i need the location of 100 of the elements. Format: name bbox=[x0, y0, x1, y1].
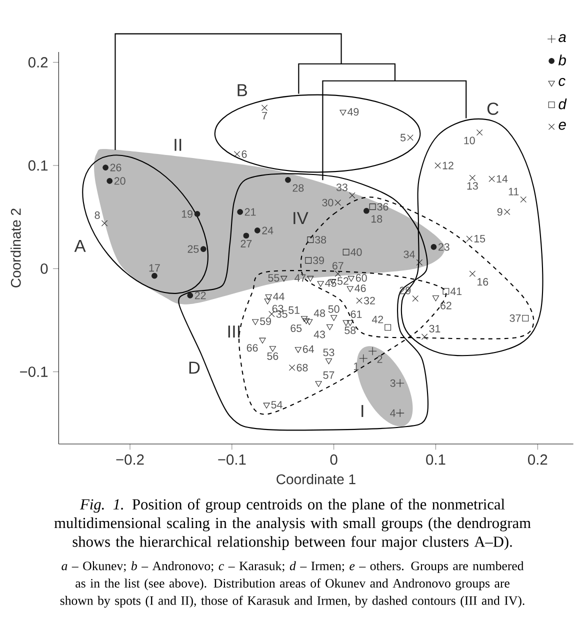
point bbox=[412, 295, 418, 302]
annotation: A bbox=[74, 240, 86, 252]
annotation: 65 bbox=[290, 324, 302, 332]
point bbox=[504, 208, 510, 215]
annotation: 44 bbox=[273, 292, 284, 300]
annotation: 15 bbox=[474, 234, 486, 242]
point bbox=[349, 192, 356, 198]
annotation: 4 bbox=[390, 409, 396, 417]
point bbox=[294, 347, 302, 353]
point bbox=[469, 174, 476, 181]
annotation: 51 bbox=[288, 306, 300, 314]
annotation: 66 bbox=[246, 344, 258, 352]
annotation: 1 bbox=[354, 362, 359, 370]
point bbox=[301, 316, 308, 322]
point bbox=[340, 110, 346, 116]
annotation: 13 bbox=[467, 182, 478, 190]
point bbox=[434, 162, 441, 169]
point bbox=[330, 315, 338, 321]
annotation: 16 bbox=[478, 278, 488, 286]
annotation: 43 bbox=[314, 330, 326, 338]
annotation: 63 bbox=[272, 304, 284, 312]
annotation: 12 bbox=[442, 162, 454, 170]
x-axis-title: Coordinate 1 bbox=[276, 474, 356, 484]
point bbox=[243, 232, 250, 239]
annotation: 52 bbox=[337, 277, 348, 285]
annotation: B bbox=[238, 84, 247, 96]
point bbox=[237, 208, 244, 215]
annotation: 41 bbox=[450, 288, 462, 295]
annotation: 27 bbox=[240, 240, 252, 248]
annotation: 14 bbox=[496, 175, 508, 183]
point bbox=[342, 248, 350, 256]
annotation: 62 bbox=[440, 302, 452, 310]
annotation: 24 bbox=[262, 226, 274, 234]
point bbox=[280, 276, 288, 282]
point bbox=[522, 314, 529, 322]
point bbox=[269, 346, 276, 352]
annotation: 67 bbox=[332, 262, 344, 270]
point bbox=[285, 176, 291, 183]
point bbox=[303, 318, 310, 324]
point bbox=[102, 164, 108, 170]
point bbox=[520, 196, 526, 203]
annotation: 5 bbox=[400, 134, 406, 142]
annotation: 34 bbox=[404, 250, 415, 258]
annotation: 53 bbox=[323, 348, 334, 356]
annotation: 28 bbox=[292, 184, 304, 192]
annotation: II bbox=[174, 138, 182, 151]
legend-label: c bbox=[558, 78, 566, 86]
point bbox=[346, 320, 354, 326]
point bbox=[384, 324, 392, 331]
point bbox=[264, 298, 271, 304]
point bbox=[407, 134, 414, 141]
annotation: 64 bbox=[302, 345, 314, 353]
legend-label: b bbox=[558, 54, 566, 66]
point bbox=[369, 204, 376, 210]
annotation: 59 bbox=[260, 317, 271, 326]
point bbox=[307, 276, 314, 282]
annotation: 58 bbox=[344, 326, 356, 334]
point bbox=[252, 319, 259, 325]
annotation: 35 bbox=[276, 310, 288, 318]
point bbox=[325, 358, 332, 364]
point bbox=[305, 257, 312, 264]
legend-label: a bbox=[558, 34, 566, 42]
legend-label: d bbox=[558, 98, 567, 110]
point bbox=[315, 381, 322, 387]
annotation: 61 bbox=[350, 310, 362, 318]
annotation: 31 bbox=[429, 324, 440, 332]
annotation: 21 bbox=[244, 208, 256, 216]
point bbox=[416, 259, 423, 266]
point bbox=[442, 288, 450, 295]
annotation: 54 bbox=[271, 401, 282, 409]
point bbox=[200, 246, 206, 252]
annotation: 25 bbox=[188, 245, 199, 253]
annotation: IV bbox=[294, 212, 308, 224]
point bbox=[152, 272, 158, 279]
point bbox=[469, 270, 476, 277]
y-tick-label: −0.1 bbox=[20, 366, 48, 377]
annotation: 7 bbox=[262, 112, 267, 120]
x-tick-label: 0.2 bbox=[528, 454, 548, 465]
annotation: III bbox=[228, 326, 240, 338]
text: Fig. 1. Position of group centroids on the plane of the nonmetrical multidimensional scaling in the analysis with small groups (the dendrogram shows the hierarchical relationship between four major clusters A–D). bbox=[54, 498, 531, 550]
annotation: 19 bbox=[182, 210, 192, 218]
annotation: 10 bbox=[464, 136, 475, 144]
annotation: 68 bbox=[296, 364, 308, 372]
annotation: 6 bbox=[242, 150, 247, 158]
annotation: D bbox=[189, 362, 200, 374]
annotation: 3 bbox=[390, 379, 396, 387]
legend-label: e bbox=[558, 122, 566, 130]
annotation: C bbox=[487, 102, 498, 115]
point bbox=[432, 296, 440, 302]
point bbox=[396, 378, 404, 388]
point bbox=[430, 244, 437, 250]
point bbox=[317, 281, 324, 287]
annotation: 40 bbox=[350, 248, 362, 256]
annotation: 42 bbox=[372, 316, 384, 324]
annotation: 37 bbox=[510, 314, 521, 322]
annotation: 56 bbox=[267, 352, 278, 360]
annotation: I bbox=[362, 405, 364, 417]
x-tick-label: 0.1 bbox=[426, 454, 446, 465]
point bbox=[368, 346, 377, 356]
point bbox=[326, 324, 334, 330]
